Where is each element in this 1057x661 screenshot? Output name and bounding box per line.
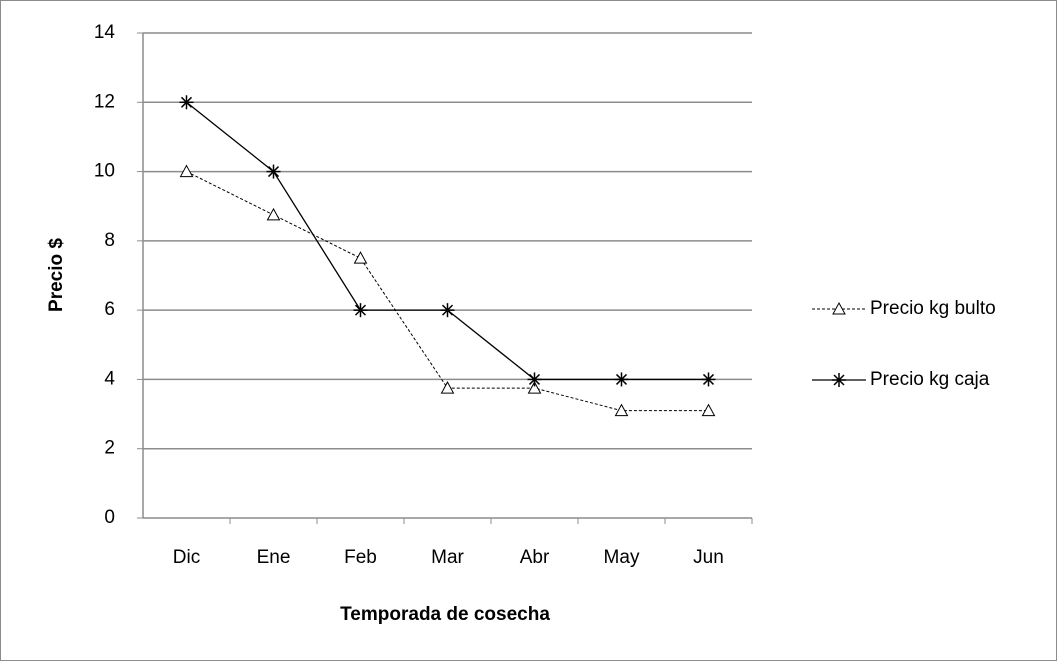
y-tick-label: 8 xyxy=(104,230,115,251)
legend-label: Precio kg bulto xyxy=(870,298,996,319)
y-tick-label: 6 xyxy=(104,299,115,320)
x-tick-label: Abr xyxy=(520,547,550,568)
marker-stroke xyxy=(702,373,715,385)
data-point xyxy=(701,372,716,387)
marker-stroke xyxy=(267,166,280,178)
data-point xyxy=(266,207,281,221)
x-tick-label: Feb xyxy=(344,547,377,568)
data-point xyxy=(614,403,629,417)
x-tick-label: Mar xyxy=(431,547,464,568)
data-point xyxy=(353,251,368,264)
y-tick-label: 10 xyxy=(94,161,115,182)
y-tick-label: 0 xyxy=(104,507,115,528)
legend-marker xyxy=(832,373,846,387)
data-point xyxy=(440,303,455,318)
x-tick-label: Ene xyxy=(257,547,291,568)
y-tick-label: 12 xyxy=(94,91,115,112)
legend-label: Precio kg caja xyxy=(870,369,990,390)
data-point xyxy=(266,164,281,179)
x-tick-label: May xyxy=(604,547,640,568)
x-tick-label: Dic xyxy=(173,547,200,568)
y-tick-label: 2 xyxy=(104,438,115,459)
data-point xyxy=(527,372,542,387)
marker-stroke xyxy=(615,373,628,385)
legend-marker xyxy=(832,301,846,315)
y-axis-label: Precio $ xyxy=(46,238,67,312)
marker-stroke xyxy=(180,96,193,108)
marker-stroke xyxy=(528,373,541,385)
data-point xyxy=(440,381,455,394)
y-tick-label: 14 xyxy=(94,22,116,43)
x-tick-label: Jun xyxy=(693,547,724,568)
data-point xyxy=(353,303,368,318)
marker-stroke xyxy=(354,304,367,316)
data-point xyxy=(179,95,194,110)
y-tick-label: 4 xyxy=(104,368,115,389)
data-point xyxy=(701,403,716,417)
data-point xyxy=(179,164,194,178)
marker-stroke xyxy=(441,304,454,316)
marker-stroke xyxy=(833,374,845,386)
data-point xyxy=(527,381,542,394)
data-point xyxy=(614,372,629,387)
x-axis-label: Temporada de cosecha xyxy=(340,604,550,625)
